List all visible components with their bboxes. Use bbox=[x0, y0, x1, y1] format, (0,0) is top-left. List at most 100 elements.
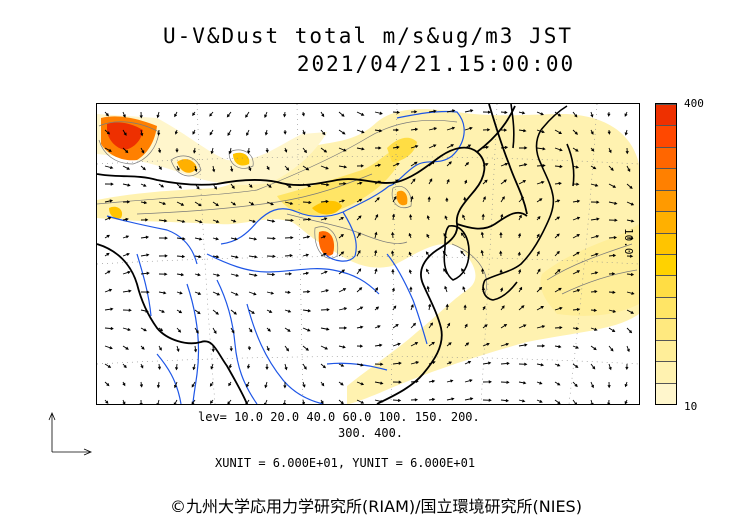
wind-arrow bbox=[122, 308, 132, 312]
wind-arrow bbox=[158, 236, 168, 240]
wind-arrow bbox=[338, 111, 345, 117]
wind-arrow bbox=[158, 254, 168, 258]
colorbar-segment bbox=[656, 318, 676, 340]
wind-arrow bbox=[518, 399, 526, 403]
wind-arrow bbox=[554, 129, 563, 134]
wind-arrow bbox=[536, 399, 543, 403]
wind-arrow bbox=[446, 178, 450, 185]
wind-arrow bbox=[626, 201, 635, 206]
wind-arrow bbox=[482, 128, 491, 132]
wind-arrow bbox=[480, 231, 484, 239]
wind-arrow bbox=[338, 288, 347, 293]
wind-arrow bbox=[212, 291, 221, 296]
colorbar bbox=[655, 103, 677, 405]
wind-arrow bbox=[264, 399, 268, 404]
wind-arrow bbox=[266, 345, 270, 352]
wind-arrow bbox=[338, 165, 348, 169]
wind-arrow bbox=[356, 306, 364, 311]
wind-arrow bbox=[554, 164, 563, 169]
wind-arrow bbox=[302, 381, 306, 388]
wind-arrow bbox=[226, 111, 232, 118]
wind-arrow bbox=[320, 111, 325, 118]
japan-korea bbox=[443, 104, 575, 301]
wind-arrow bbox=[104, 234, 110, 239]
wind-arrow bbox=[139, 381, 144, 388]
wind-arrow bbox=[194, 255, 202, 259]
wind-arrow bbox=[338, 147, 347, 152]
colorbar-segment bbox=[656, 232, 676, 254]
wind-arrow bbox=[122, 183, 131, 187]
wind-arrow bbox=[139, 399, 143, 404]
wind-arrow bbox=[482, 380, 492, 384]
wind-arrow bbox=[536, 381, 543, 385]
wind-arrow bbox=[158, 291, 167, 295]
wind-arrow bbox=[194, 327, 199, 334]
wind-arrow bbox=[284, 147, 288, 153]
wind-arrow bbox=[320, 199, 329, 204]
wind-arrow bbox=[410, 304, 414, 311]
wind-arrow bbox=[518, 146, 528, 150]
wind-arrow bbox=[464, 179, 468, 185]
wind-arrow bbox=[266, 201, 274, 206]
wind-arrow bbox=[266, 309, 273, 313]
wind-arrow bbox=[518, 362, 528, 366]
wind-arrow bbox=[156, 399, 160, 404]
wind-arrow bbox=[408, 269, 412, 275]
wind-arrow bbox=[518, 196, 524, 203]
wind-arrow bbox=[392, 145, 400, 149]
wind-arrow bbox=[464, 323, 468, 329]
wind-arrow bbox=[391, 231, 395, 239]
wind-arrow bbox=[500, 145, 509, 150]
wind-arrow bbox=[212, 165, 216, 173]
wind-arrow bbox=[464, 126, 473, 131]
wind-arrow bbox=[320, 270, 328, 275]
wind-arrow bbox=[265, 147, 269, 154]
colorbar-segment bbox=[656, 168, 676, 190]
wind-arrow bbox=[356, 181, 363, 185]
wind-arrow bbox=[464, 109, 474, 113]
wind-arrow bbox=[445, 303, 449, 311]
wind-arrow bbox=[247, 345, 251, 351]
wind-arrow bbox=[248, 291, 257, 296]
dust-spot-5 bbox=[109, 206, 123, 219]
wind-arrow bbox=[245, 399, 250, 404]
dust-map bbox=[96, 103, 640, 405]
wind-arrow bbox=[446, 109, 456, 113]
wind-arrow bbox=[157, 147, 162, 154]
wind-arrow bbox=[140, 309, 149, 313]
wind-arrow bbox=[302, 165, 310, 171]
wind-arrow bbox=[301, 399, 306, 404]
wind-arrow bbox=[356, 198, 363, 203]
wind-arrow bbox=[194, 273, 201, 277]
wind-arrow bbox=[462, 214, 466, 221]
wind-arrow bbox=[625, 363, 629, 371]
wind-arrow bbox=[482, 163, 489, 167]
wind-arrow bbox=[500, 179, 507, 185]
wind-arrow bbox=[427, 196, 431, 203]
wind-arrow bbox=[338, 381, 344, 386]
wind-arrow bbox=[320, 289, 330, 293]
wind-arrow bbox=[536, 363, 545, 367]
wind-arrow bbox=[266, 236, 276, 241]
wind-arrow bbox=[374, 306, 380, 311]
wind-arrow bbox=[410, 110, 418, 114]
wind-arrow bbox=[446, 379, 454, 383]
wind-arrow bbox=[518, 305, 525, 311]
wind-arrow bbox=[590, 129, 594, 135]
wind-arrow bbox=[284, 218, 294, 222]
wind-arrow bbox=[392, 195, 397, 203]
wind-arrow bbox=[302, 147, 307, 154]
wind-arrow bbox=[572, 199, 581, 203]
wind-arrow bbox=[374, 197, 380, 203]
wind-arrow bbox=[356, 129, 365, 134]
wind-arrow bbox=[518, 269, 522, 275]
wind-arrow bbox=[104, 129, 111, 135]
wind-arrow bbox=[122, 327, 131, 332]
levels-line1: lev= 10.0 20.0 40.0 60.0 100. 150. 200. bbox=[198, 410, 480, 424]
wind-arrow bbox=[428, 341, 435, 347]
wind-arrow bbox=[572, 307, 581, 312]
colorbar-segment bbox=[656, 275, 676, 297]
wind-arrow bbox=[122, 345, 129, 350]
wind-arrow bbox=[426, 215, 430, 221]
wind-arrow bbox=[122, 270, 131, 275]
